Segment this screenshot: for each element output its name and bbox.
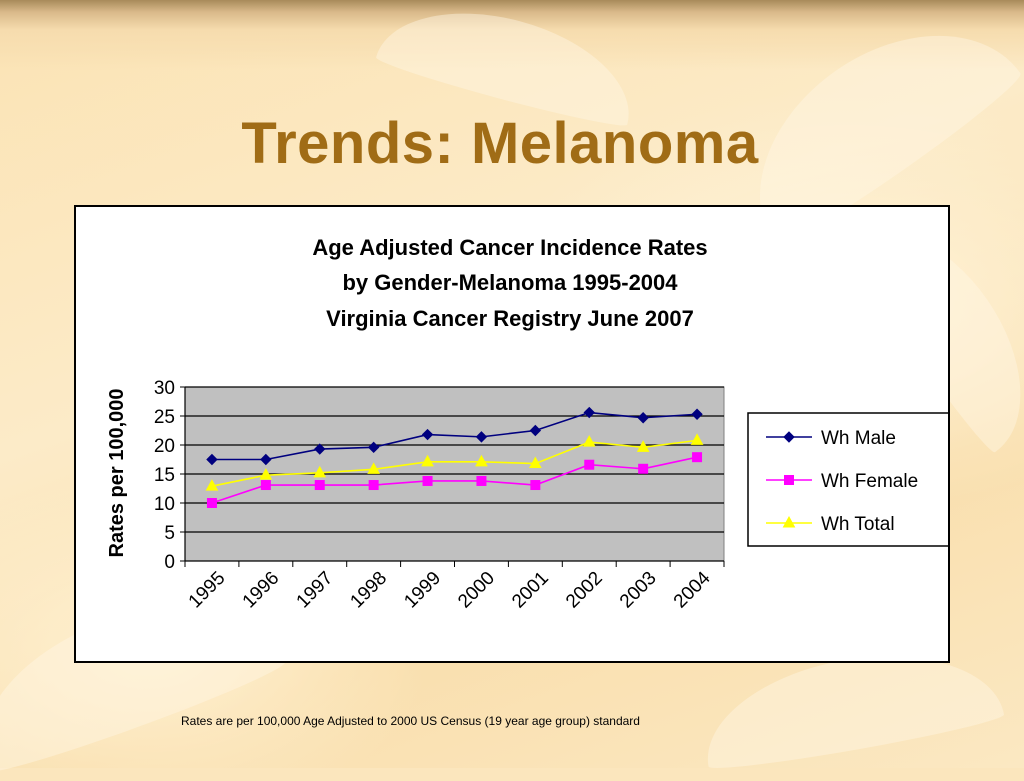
data-point-wh-female [530,480,541,491]
y-tick-label: 30 [154,378,175,399]
data-point-wh-female [206,498,217,508]
y-tick-label: 15 [154,465,175,486]
line-chart: Age Adjusted Cancer Incidence Rates by G… [106,235,950,613]
slide-title: Trends: Melanoma [241,111,759,176]
data-point-wh-female [692,452,703,463]
x-tick-label: 1995 [185,568,230,613]
legend-marker [784,475,794,485]
y-tick-label: 10 [154,494,175,515]
legend-label: Wh Female [821,471,918,492]
data-point-wh-female [260,480,271,491]
series-markers [205,406,704,508]
chart-title-line-3: Virginia Cancer Registry June 2007 [326,306,694,331]
y-tick-label: 20 [154,436,175,457]
legend-entry-wh-male: Wh Male [766,428,896,449]
gridlines [185,386,724,562]
series-lines [211,411,698,504]
y-tick-label: 25 [154,407,175,428]
data-point-wh-total [313,465,327,478]
data-point-wh-male [367,441,380,454]
legend-entry-wh-female: Wh Female [766,471,918,492]
data-point-wh-total [582,435,596,447]
data-point-wh-male [637,412,649,424]
series-line-wh-total [211,439,698,487]
legend-entry-wh-total: Wh Total [766,514,895,535]
legend: Wh Male Wh Female Wh Total [766,428,918,535]
data-point-wh-male [691,408,703,420]
y-tick-label: 0 [164,552,175,573]
x-axis-ticks: 1995 1996 1997 1998 1999 2000 2001 2002 2003 2004 [184,561,725,613]
x-tick-label: 2003 [616,568,661,613]
x-tick-label: 2001 [508,568,553,613]
footnote: Rates are per 100,000 Age Adjusted to 20… [181,714,640,728]
chart-title-line-2: by Gender-Melanoma 1995-2004 [342,270,678,295]
data-point-wh-male [583,406,595,419]
legend-marker [783,431,795,443]
y-axis-ticks: 0 5 10 15 20 25 30 [154,378,186,573]
legend-marker [782,515,796,528]
data-point-wh-female [314,480,325,491]
data-point-wh-male [314,443,326,455]
data-point-wh-female [422,475,433,486]
data-point-wh-male [421,428,434,441]
data-point-wh-total [529,456,542,469]
series-line-wh-male [211,411,698,461]
x-tick-label: 1999 [400,568,445,613]
chart-title-line-1: Age Adjusted Cancer Incidence Rates [312,235,707,260]
data-point-wh-total [690,433,704,445]
data-point-wh-total [421,454,434,467]
chart-container: Age Adjusted Cancer Incidence Rates by G… [74,205,950,663]
data-point-wh-female [638,463,649,474]
data-point-wh-male [475,431,488,443]
data-point-wh-total [259,468,273,480]
y-axis-label: Rates per 100,000 [106,388,128,557]
data-point-wh-total [367,462,380,474]
data-point-wh-female [584,459,595,470]
data-point-wh-male [260,453,272,466]
data-point-wh-male [206,453,218,466]
data-point-wh-female [368,480,379,491]
y-tick-label: 5 [164,523,175,544]
data-point-wh-total [205,479,219,491]
legend-label: Wh Total [821,514,895,535]
data-point-wh-male [529,424,542,437]
data-point-wh-total [636,440,650,452]
legend-label: Wh Male [821,428,896,449]
data-point-wh-total [475,454,488,467]
x-tick-label: 2000 [454,568,499,613]
x-tick-label: 1996 [239,568,284,613]
series-line-wh-female [211,456,698,504]
x-tick-label: 1998 [346,568,391,613]
x-tick-label: 1997 [293,568,338,613]
x-tick-label: 2004 [670,567,715,612]
data-point-wh-female [476,475,487,486]
x-tick-label: 2002 [562,568,607,613]
